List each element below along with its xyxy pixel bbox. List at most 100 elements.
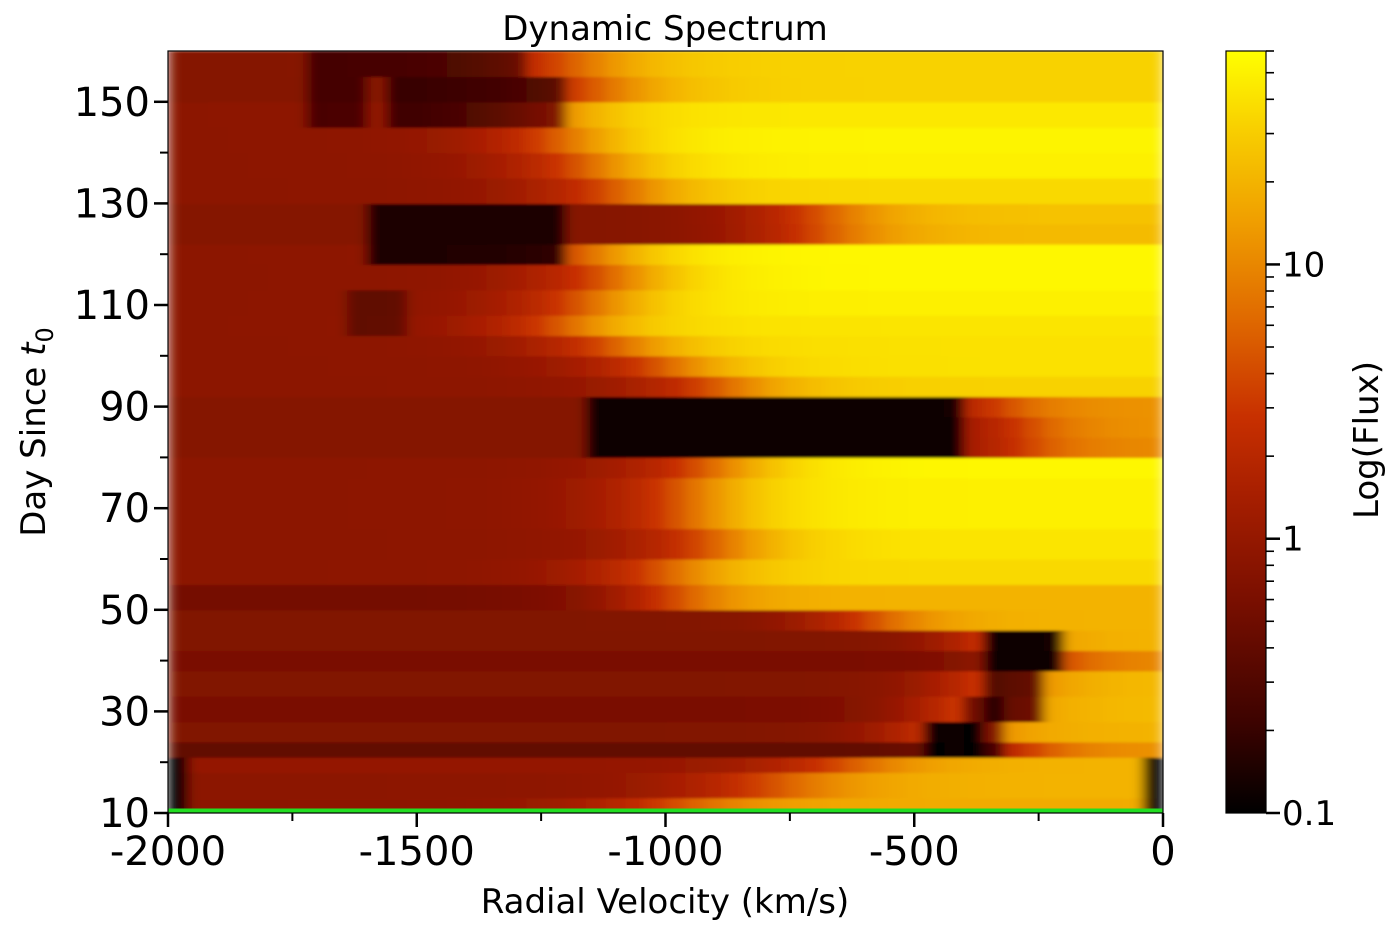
heatmap-cell: [1063, 498, 1084, 530]
heatmap-cell: [884, 101, 905, 128]
heatmap-cell: [944, 559, 965, 585]
heatmap-cell: [645, 244, 667, 265]
heatmap-cell: [705, 101, 726, 128]
heatmap-cell: [486, 609, 507, 631]
heatmap-cell: [705, 396, 726, 418]
heatmap-cell: [526, 457, 547, 479]
heatmap-cell: [585, 696, 607, 723]
heatmap-cell: [884, 376, 905, 398]
heatmap-cell: [1023, 559, 1045, 585]
heatmap-cell: [1003, 630, 1025, 652]
heatmap-cell: [924, 152, 945, 179]
heatmap-cell: [685, 630, 706, 652]
heatmap-cell: [287, 498, 308, 530]
heatmap-cell: [705, 437, 726, 458]
heatmap-cell: [665, 670, 686, 697]
heatmap-cell: [1083, 101, 1104, 128]
heatmap-cell: [168, 244, 189, 265]
heatmap-cell: [1083, 498, 1104, 530]
heatmap-cell: [765, 101, 786, 128]
heatmap-cell: [705, 721, 726, 743]
heatmap-cell: [546, 355, 567, 377]
heatmap-cell: [247, 289, 269, 316]
heatmap-cell: [526, 264, 547, 291]
heatmap-cell: [446, 609, 468, 631]
heatmap-cell: [426, 315, 448, 337]
heatmap-cell: [824, 76, 846, 103]
heatmap-cell: [585, 772, 607, 799]
heatmap-cell: [386, 772, 408, 799]
heatmap-cell: [367, 51, 388, 77]
heatmap-cell: [844, 528, 866, 560]
heatmap-cell: [884, 315, 905, 337]
heatmap-cell: [983, 178, 1005, 204]
heatmap-cell: [944, 223, 965, 245]
heatmap-cell: [765, 696, 786, 723]
heatmap-cell: [665, 741, 686, 758]
heatmap-cell: [367, 76, 388, 103]
heatmap-cell: [605, 51, 627, 77]
heatmap-cell: [227, 457, 249, 479]
heatmap-cell: [824, 696, 846, 723]
heatmap-cell: [1003, 203, 1025, 225]
heatmap-cell: [705, 584, 726, 611]
heatmap-cell: [287, 264, 308, 291]
heatmap-cell: [1043, 609, 1065, 631]
heatmap-cell: [944, 609, 965, 631]
heatmap-cell: [546, 127, 567, 154]
heatmap-cell: [924, 289, 945, 316]
heatmap-cell: [964, 498, 985, 530]
heatmap-cell: [844, 376, 866, 398]
chart-title: Dynamic Spectrum: [502, 9, 828, 49]
heatmap-cell: [426, 696, 448, 723]
heatmap-cell: [884, 559, 905, 585]
heatmap-cell: [1003, 457, 1025, 479]
heatmap-cell: [1083, 757, 1104, 773]
heatmap-cell: [187, 51, 209, 77]
heatmap-cell: [784, 584, 806, 611]
heatmap-cell: [645, 223, 667, 245]
heatmap-cell: [1063, 437, 1084, 458]
heatmap-cell: [725, 559, 746, 585]
heatmap-cell: [964, 670, 985, 697]
heatmap-cell: [168, 315, 189, 337]
heatmap-cell: [804, 178, 826, 204]
heatmap-cell: [367, 223, 388, 245]
heatmap-cell: [924, 609, 945, 631]
heatmap-cell: [207, 559, 229, 585]
heatmap-cell: [745, 264, 766, 291]
heatmap-cell: [983, 757, 1005, 773]
heatmap-cell: [1103, 477, 1124, 499]
heatmap-cell: [645, 741, 667, 758]
heatmap-cell: [824, 315, 846, 337]
heatmap-cell: [944, 528, 965, 560]
heatmap-cell: [983, 335, 1005, 357]
heatmap-cell: [367, 152, 388, 179]
heatmap-cell: [227, 335, 249, 357]
heatmap-cell: [168, 396, 189, 418]
heatmap-cell: [964, 223, 985, 245]
heatmap-cell: [924, 416, 945, 438]
heatmap-cell: [1063, 127, 1084, 154]
heatmap-cell: [745, 203, 766, 225]
heatmap-cell: [685, 264, 706, 291]
x-tick-label: -500: [869, 829, 960, 875]
heatmap-cell: [406, 457, 428, 479]
heatmap-cell: [446, 772, 468, 799]
heatmap-cell: [585, 584, 607, 611]
x-tick-label: 0: [1150, 829, 1175, 875]
heatmap-cell: [1043, 51, 1065, 77]
heatmap-cell: [685, 101, 706, 128]
heatmap-cell: [705, 528, 726, 560]
heatmap-cell: [486, 335, 507, 357]
heatmap-cell: [1003, 315, 1025, 337]
heatmap-cell: [1003, 584, 1025, 611]
heatmap-cell: [884, 223, 905, 245]
heatmap-cell: [247, 630, 269, 652]
heatmap-cell: [784, 264, 806, 291]
heatmap-cell: [1023, 127, 1045, 154]
heatmap-cell: [327, 101, 348, 128]
heatmap-cell: [227, 376, 249, 398]
heatmap-cell: [1083, 244, 1104, 265]
heatmap-cell: [466, 101, 487, 128]
